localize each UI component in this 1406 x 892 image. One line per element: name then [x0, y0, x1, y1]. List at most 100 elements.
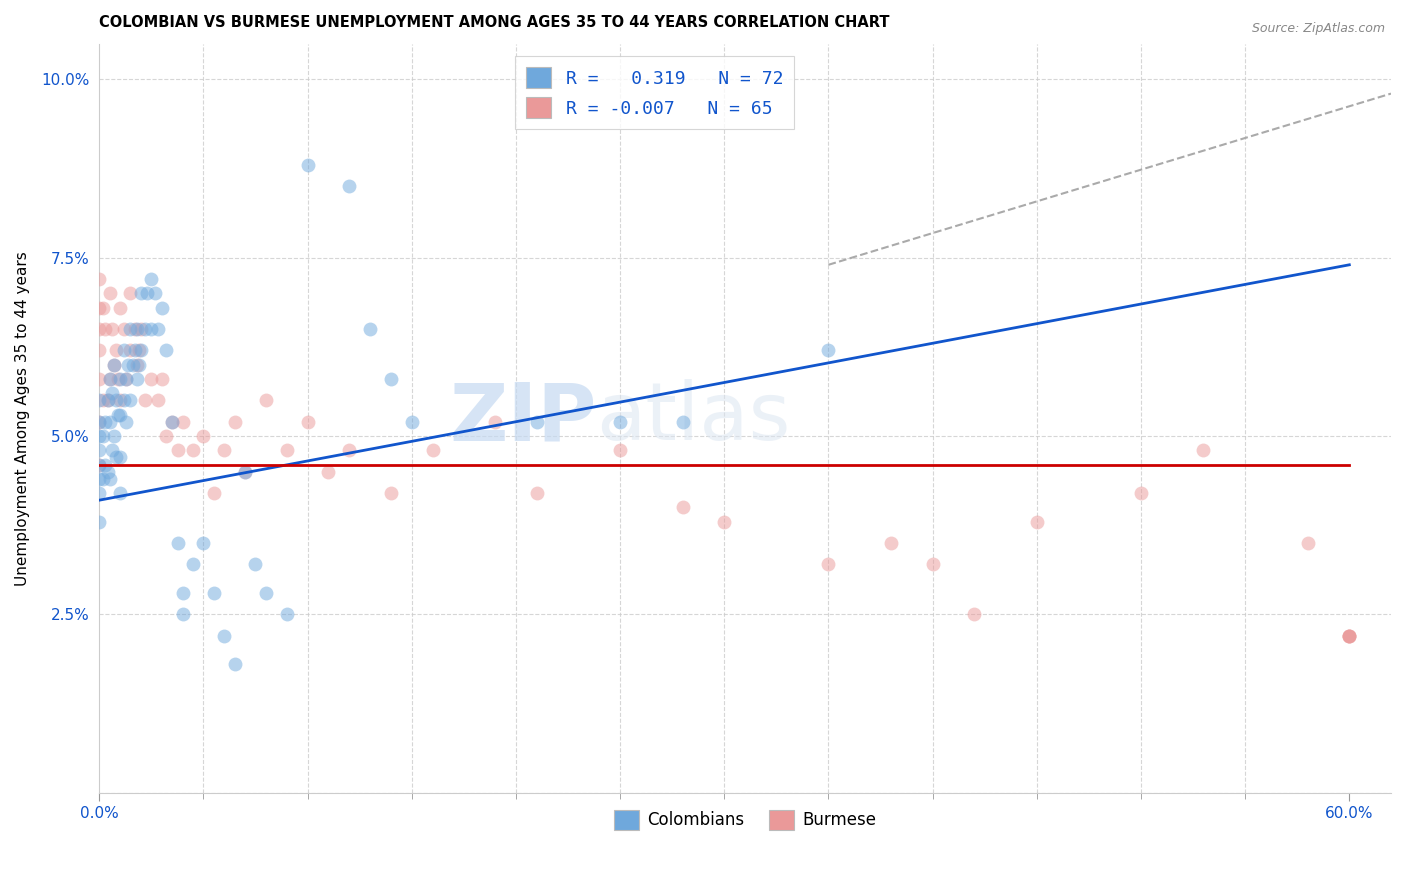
Point: [160, 415, 183, 429]
Point: [297, 158, 319, 172]
Point: [112, 393, 135, 408]
Point: [93, 429, 115, 443]
Point: [212, 443, 235, 458]
Point: [121, 358, 143, 372]
Point: [1296, 536, 1319, 550]
Point: [233, 465, 256, 479]
Point: [104, 343, 127, 358]
Text: Source: ZipAtlas.com: Source: ZipAtlas.com: [1251, 22, 1385, 36]
Point: [167, 536, 190, 550]
Point: [89, 272, 111, 286]
Point: [117, 358, 139, 372]
Point: [108, 301, 131, 315]
Point: [128, 343, 150, 358]
Point: [94, 322, 117, 336]
Point: [202, 486, 225, 500]
Point: [108, 372, 131, 386]
Point: [136, 286, 159, 301]
Point: [671, 500, 693, 515]
Point: [422, 443, 444, 458]
Point: [98, 372, 121, 386]
Point: [1130, 486, 1153, 500]
Point: [155, 429, 177, 443]
Point: [100, 322, 122, 336]
Point: [146, 322, 169, 336]
Point: [921, 558, 943, 572]
Point: [172, 415, 194, 429]
Point: [141, 372, 163, 386]
Point: [134, 393, 156, 408]
Point: [172, 607, 194, 622]
Point: [108, 408, 131, 422]
Point: [380, 372, 402, 386]
Point: [245, 558, 267, 572]
Point: [880, 536, 903, 550]
Point: [89, 322, 111, 336]
Point: [89, 415, 111, 429]
Point: [963, 607, 986, 622]
Point: [254, 586, 277, 600]
Point: [89, 343, 111, 358]
Point: [103, 358, 125, 372]
Point: [115, 415, 138, 429]
Point: [100, 386, 122, 401]
Y-axis label: Unemployment Among Ages 35 to 44 years: Unemployment Among Ages 35 to 44 years: [15, 251, 30, 585]
Point: [115, 372, 138, 386]
Point: [181, 558, 204, 572]
Point: [96, 393, 118, 408]
Point: [93, 472, 115, 486]
Point: [129, 286, 152, 301]
Point: [89, 372, 111, 386]
Point: [108, 486, 131, 500]
Point: [1025, 515, 1047, 529]
Point: [155, 343, 177, 358]
Text: ZIP: ZIP: [450, 379, 596, 458]
Point: [150, 301, 173, 315]
Point: [297, 415, 319, 429]
Point: [224, 657, 246, 672]
Point: [134, 322, 156, 336]
Point: [89, 443, 111, 458]
Point: [125, 372, 148, 386]
Point: [526, 486, 548, 500]
Point: [94, 458, 117, 472]
Point: [160, 415, 183, 429]
Point: [89, 301, 111, 315]
Point: [713, 515, 735, 529]
Point: [103, 429, 125, 443]
Point: [359, 322, 381, 336]
Point: [1192, 443, 1215, 458]
Point: [233, 465, 256, 479]
Point: [526, 415, 548, 429]
Point: [1339, 629, 1361, 643]
Point: [817, 558, 839, 572]
Point: [89, 472, 111, 486]
Text: COLOMBIAN VS BURMESE UNEMPLOYMENT AMONG AGES 35 TO 44 YEARS CORRELATION CHART: COLOMBIAN VS BURMESE UNEMPLOYMENT AMONG …: [100, 15, 890, 30]
Point: [96, 465, 118, 479]
Point: [103, 358, 125, 372]
Point: [337, 179, 360, 194]
Point: [125, 322, 148, 336]
Point: [93, 393, 115, 408]
Point: [224, 415, 246, 429]
Point: [89, 486, 111, 500]
Point: [193, 536, 215, 550]
Point: [1339, 629, 1361, 643]
Point: [115, 372, 138, 386]
Point: [112, 322, 135, 336]
Point: [254, 393, 277, 408]
Point: [89, 458, 111, 472]
Point: [202, 586, 225, 600]
Point: [89, 458, 111, 472]
Point: [129, 322, 152, 336]
Point: [145, 286, 167, 301]
Point: [89, 415, 111, 429]
Point: [98, 372, 121, 386]
Point: [94, 415, 117, 429]
Point: [1339, 629, 1361, 643]
Point: [125, 358, 148, 372]
Point: [89, 515, 111, 529]
Point: [96, 393, 118, 408]
Point: [104, 450, 127, 465]
Point: [107, 372, 129, 386]
